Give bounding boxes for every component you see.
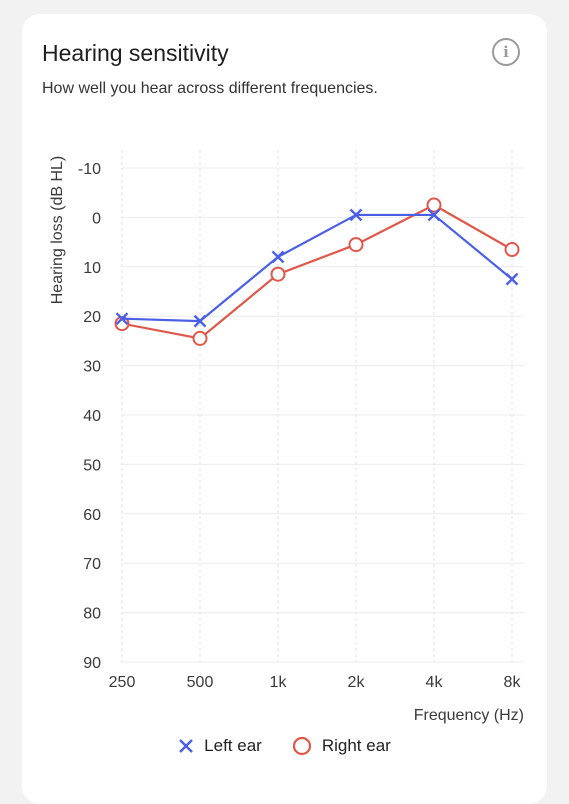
y-tick-label: -10 [78,161,101,178]
card-subtitle: How well you hear across different frequ… [42,80,378,97]
right-ear-point [504,242,520,258]
right-ear-point [426,197,442,213]
y-tick-label: 20 [83,309,101,326]
chart-legend: Left ear Right ear [0,736,569,756]
audiogram-chart: -10 0 10 20 30 40 50 60 70 80 90 250 500 1k 2k 4k 8k Hear… [49,150,524,724]
legend-item-left-ear: Left ear [178,736,262,756]
y-tick-label: 10 [83,260,101,277]
right-ear-point [192,330,208,346]
legend-label-right-ear: Right ear [321,736,391,755]
hearing-card: Hearing sensitivity How well you hear ac… [22,14,547,804]
series-line-right-ear [121,203,513,340]
left-ear-point [193,314,207,328]
x-marker-icon [179,739,194,753]
card-title: Hearing sensitivity [42,40,229,66]
left-ear-point [349,208,363,222]
x-tick-label: 8k [504,674,522,691]
info-icon[interactable]: i [492,38,520,66]
left-ear-point [427,208,441,222]
left-ear-point [271,250,285,264]
series-line-left-ear [121,213,513,323]
y-tick-label: 80 [83,606,101,623]
x-tick-label: 1k [270,674,288,691]
y-tick-label: 40 [83,408,101,425]
right-ear-point [348,237,364,253]
x-tick-label: 4k [426,674,444,691]
y-tick-label: 50 [83,457,101,474]
y-axis-title: Hearing loss (dB HL) [49,156,66,305]
x-tick-label: 500 [187,674,214,691]
left-ear-point [505,272,519,286]
legend-label-left-ear: Left ear [204,736,262,755]
legend-item-right-ear: Right ear [292,736,391,756]
left-ear-point [115,312,129,326]
y-tick-label: 90 [83,655,101,672]
y-tick-label: 70 [83,556,101,573]
x-axis-title: Frequency (Hz) [414,707,524,724]
circle-marker-icon [292,736,311,756]
y-tick-label: 0 [92,210,101,227]
y-tick-label: 60 [83,507,101,524]
info-glyph: i [503,43,509,61]
x-tick-label: 250 [109,674,136,691]
x-tick-label: 2k [348,674,366,691]
y-tick-label: 30 [83,359,101,376]
right-ear-point [270,266,286,282]
